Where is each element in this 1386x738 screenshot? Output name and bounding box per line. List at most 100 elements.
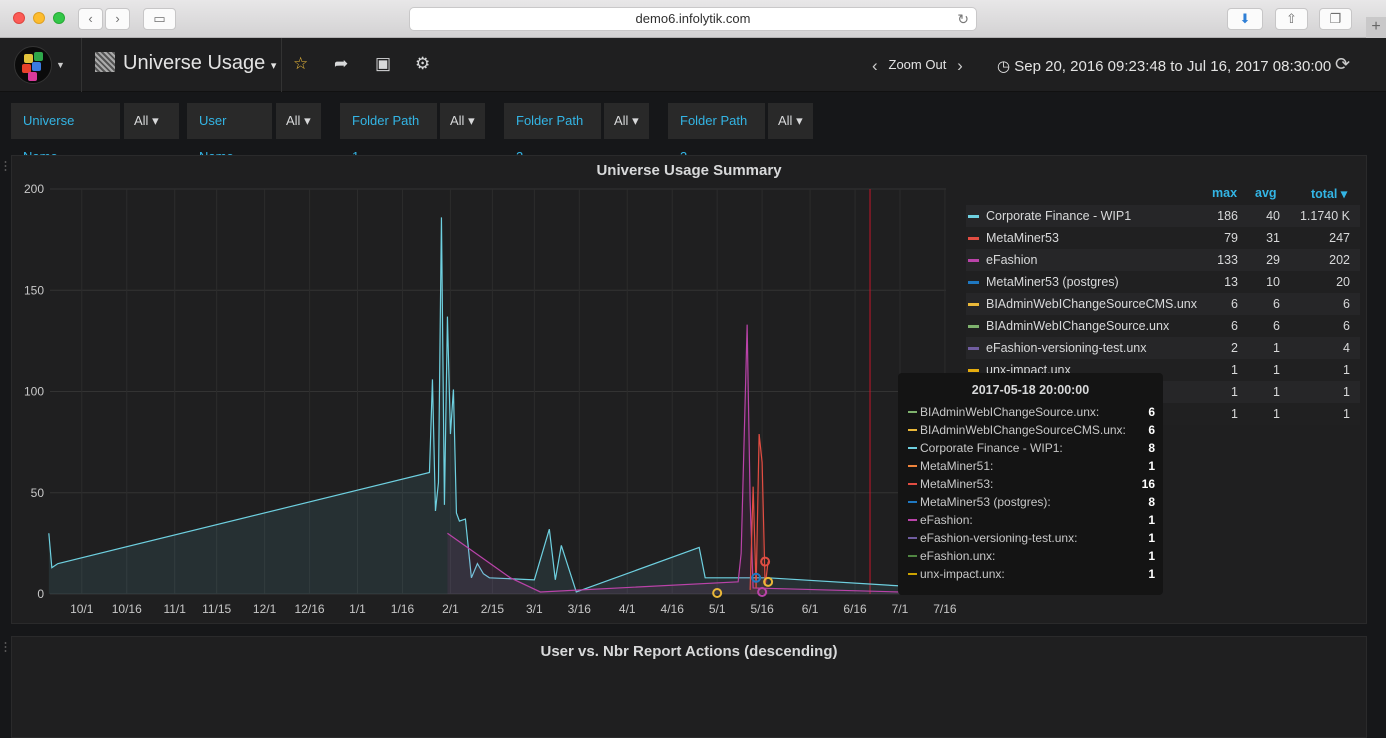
tooltip-title: 2017-05-18 20:00:00 — [971, 383, 1090, 397]
chart-legend: max avg total ▾ Corporate Finance - WIP1… — [966, 186, 1360, 425]
tooltip-series-name: eFashion-versioning-test.unx: — [920, 531, 1078, 545]
reload-icon[interactable]: ↻ — [957, 11, 969, 27]
tooltip-value: 6 — [1148, 423, 1155, 437]
legend-row[interactable]: eFashion 133 29 202 — [966, 249, 1360, 271]
browser-toolbar: ‹ › ▭ demo6.infolytik.com ↻ ⬇ ⇧ ❐ + — [0, 0, 1386, 38]
var-universe-name-select[interactable]: All ▾ — [124, 103, 179, 139]
refresh-icon[interactable]: ⟳ — [1335, 54, 1351, 74]
legend-row[interactable]: MetaMiner53 (postgres) 13 10 20 — [966, 271, 1360, 293]
legend-swatch[interactable] — [968, 215, 979, 218]
legend-row[interactable]: MetaMiner53 79 31 247 — [966, 227, 1360, 249]
legend-max-value: 13 — [1224, 275, 1238, 289]
app-logo-icon[interactable] — [14, 46, 52, 84]
tooltip-row: BIAdminWebIChangeSource.unx: 6 — [908, 403, 1155, 421]
logo-caret-icon[interactable]: ▼ — [56, 60, 65, 70]
tooltip-value: 1 — [1148, 513, 1155, 527]
drag-handle-icon-2[interactable] — [4, 641, 7, 653]
var-folder-path-3-select[interactable]: All ▾ — [768, 103, 813, 139]
tooltip-row: eFashion.unx: 1 — [908, 547, 1155, 565]
download-icon[interactable]: ⬇ — [1227, 8, 1263, 30]
minimize-window-button[interactable] — [33, 12, 45, 24]
share-dashboard-icon[interactable]: ➦ — [334, 54, 349, 73]
tooltip-value: 1 — [1148, 531, 1155, 545]
legend-total-header[interactable]: total ▾ — [1311, 187, 1348, 201]
legend-swatch[interactable] — [968, 369, 979, 372]
tooltip-swatch — [908, 537, 917, 539]
tooltip-series-name: unx-impact.unx: — [920, 567, 1005, 581]
tooltip-value: 1 — [1148, 549, 1155, 563]
panel-title-2[interactable]: User vs. Nbr Report Actions (descending) — [540, 643, 838, 660]
tooltip-value: 16 — [1141, 477, 1155, 491]
legend-max-value: 1 — [1231, 385, 1238, 399]
sidebar-toggle-icon[interactable]: ▭ — [143, 8, 176, 30]
zoom-window-button[interactable] — [53, 12, 65, 24]
time-back-icon[interactable]: ‹ — [872, 56, 878, 75]
var-folder-path-1-select[interactable]: All ▾ — [440, 103, 485, 139]
tooltip-value: 8 — [1148, 441, 1155, 455]
time-forward-icon[interactable]: › — [957, 56, 963, 75]
legend-swatch[interactable] — [968, 325, 979, 328]
legend-avg-value: 6 — [1273, 297, 1280, 311]
var-universe-name-label: Universe Name — [11, 103, 120, 164]
legend-series-name: MetaMiner53 — [986, 231, 1059, 245]
legend-row[interactable]: BIAdminWebIChangeSourceCMS.unx 6 6 6 — [966, 293, 1360, 315]
legend-total-value: 20 — [1336, 275, 1350, 289]
tooltip-value: 8 — [1148, 495, 1155, 509]
address-bar[interactable]: demo6.infolytik.com ↻ — [409, 7, 977, 31]
legend-total-value: 6 — [1343, 319, 1350, 333]
legend-swatch[interactable] — [968, 281, 979, 284]
clock-icon: ◷ — [997, 58, 1011, 75]
new-tab-button[interactable]: + — [1366, 17, 1386, 38]
legend-max-value: 79 — [1224, 231, 1238, 245]
legend-swatch[interactable] — [968, 237, 979, 240]
tooltip-series-name: BIAdminWebIChangeSource.unx: — [920, 405, 1100, 419]
legend-max-header[interactable]: max — [1212, 186, 1238, 200]
legend-avg-value: 1 — [1273, 363, 1280, 377]
tooltip-swatch — [908, 483, 917, 485]
star-icon[interactable]: ☆ — [293, 54, 309, 73]
time-range-picker[interactable]: ◷ Sep 20, 2016 09:23:48 to Jul 16, 2017 … — [997, 58, 1332, 75]
legend-swatch[interactable] — [968, 259, 979, 262]
legend-avg-value: 31 — [1266, 231, 1280, 245]
tooltip-series-name: Corporate Finance - WIP1: — [920, 441, 1063, 455]
tooltip-row: Corporate Finance - WIP1: 8 — [908, 439, 1155, 457]
var-folder-path-3-label: Folder Path 3 — [668, 103, 765, 164]
tooltip-swatch — [908, 555, 917, 557]
zoom-out-button[interactable]: Zoom Out — [888, 57, 947, 72]
panel-title[interactable]: Universe Usage Summary — [596, 162, 782, 179]
legend-row[interactable]: BIAdminWebIChangeSource.unx 6 6 6 — [966, 315, 1360, 337]
tooltip-series-name: MetaMiner53: — [920, 477, 994, 491]
legend-swatch[interactable] — [968, 347, 979, 350]
chart-tooltip: 2017-05-18 20:00:00 BIAdminWebIChangeSou… — [898, 373, 1163, 595]
drag-handle-icon[interactable] — [4, 160, 7, 172]
tooltip-row: MetaMiner53: 16 — [908, 475, 1155, 493]
dashboard-grid-icon — [95, 52, 115, 72]
legend-swatch[interactable] — [968, 303, 979, 306]
zoom-control: ‹ Zoom Out › — [872, 56, 963, 76]
tabs-icon[interactable]: ❐ — [1319, 8, 1352, 30]
tooltip-swatch — [908, 465, 917, 467]
dashboard-navbar: ▼ Universe Usage ▾ ☆ ➦ ▣ ⚙ ‹ Zoom Out › … — [0, 38, 1386, 92]
var-user-name-select[interactable]: All ▾ — [276, 103, 321, 139]
save-icon[interactable]: ▣ — [375, 54, 392, 73]
var-folder-path-1-label: Folder Path 1 — [340, 103, 437, 164]
forward-icon[interactable]: › — [105, 8, 130, 30]
legend-avg-header[interactable]: avg — [1255, 186, 1277, 200]
close-window-button[interactable] — [13, 12, 25, 24]
share-icon[interactable]: ⇧ — [1275, 8, 1308, 30]
legend-avg-value: 1 — [1273, 385, 1280, 399]
tooltip-series-name: eFashion: — [920, 513, 973, 527]
legend-row[interactable]: eFashion-versioning-test.unx 2 1 4 — [966, 337, 1360, 359]
legend-row[interactable]: Corporate Finance - WIP1 186 40 1.1740 K — [966, 205, 1360, 227]
dashboard-title[interactable]: Universe Usage ▾ — [95, 52, 276, 75]
settings-gear-icon[interactable]: ⚙ — [415, 54, 431, 73]
legend-total-value: 202 — [1329, 253, 1350, 267]
back-icon[interactable]: ‹ — [78, 8, 103, 30]
legend-total-value: 1 — [1343, 407, 1350, 421]
var-folder-path-2-select[interactable]: All ▾ — [604, 103, 649, 139]
tooltip-value: 1 — [1148, 459, 1155, 473]
legend-max-value: 6 — [1231, 297, 1238, 311]
legend-series-name: MetaMiner53 (postgres) — [986, 275, 1119, 289]
legend-max-value: 1 — [1231, 363, 1238, 377]
legend-avg-value: 6 — [1273, 319, 1280, 333]
